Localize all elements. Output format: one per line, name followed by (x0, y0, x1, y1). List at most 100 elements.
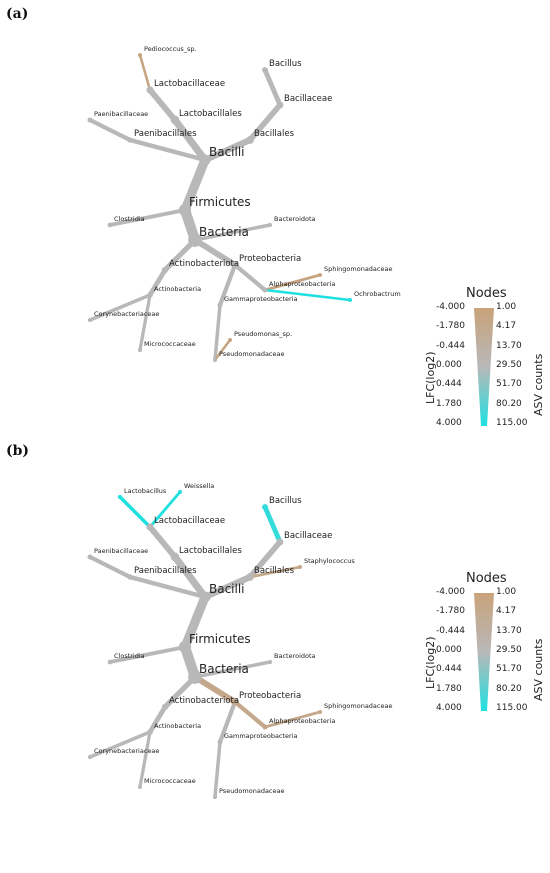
tree-node (262, 67, 268, 73)
taxon-label: Paenibacillaceae (94, 110, 148, 118)
tree-edge (108, 645, 187, 664)
taxon-label: Bacillales (254, 129, 295, 139)
taxon-label: Bacteroidota (274, 215, 316, 223)
tree-edge (262, 504, 283, 545)
taxon-label: Actinobacteriota (169, 696, 239, 706)
taxon-label: Sphingomonadaceae (324, 702, 392, 710)
tree-edge (192, 674, 238, 705)
tree-edge (248, 565, 302, 579)
taxon-label: Alphaproteobacteria (269, 717, 335, 725)
lfc-tick-label: 0.444 (436, 379, 462, 390)
asv-tick-label: 29.50 (496, 644, 522, 655)
tree-node (147, 292, 153, 298)
tree-node (146, 86, 154, 94)
tree-edge (148, 490, 182, 529)
taxon-label: Firmicutes (189, 195, 251, 209)
taxon-label: Bacteria (199, 662, 249, 676)
taxon-label: Bacilli (209, 145, 245, 159)
taxon-label: Firmicutes (189, 632, 251, 646)
taxon-label: Bacteria (199, 225, 249, 239)
panel-label: (b) (6, 443, 30, 459)
tree-node (318, 710, 322, 714)
tree-edge (87, 554, 133, 580)
legend-wedge (474, 308, 494, 426)
tree-node (212, 357, 218, 363)
tree-node (117, 494, 123, 500)
lfc-tick-label: -0.444 (436, 340, 466, 351)
tree-node (262, 287, 268, 293)
taxon-label: Micrococcaceae (144, 340, 196, 348)
tree-edge (162, 237, 198, 273)
tree-node (262, 504, 268, 510)
taxon-label: Lactobacillus (124, 487, 167, 495)
taxon-label: Staphylococcus (304, 557, 355, 565)
tree-node (231, 261, 239, 269)
legend: Nodes LFC(log2) ASV counts -4.000 -1.780-… (424, 286, 548, 436)
tree-edge (263, 710, 322, 729)
taxon-label: Bacillales (254, 566, 295, 576)
tree-node (178, 640, 192, 654)
asv-tick-label: 115.00 (496, 702, 528, 713)
taxon-label: Paenibacillales (134, 129, 197, 139)
taxon-label: Paenibacillaceae (94, 547, 148, 555)
taxon-label: Bacteroidota (274, 652, 316, 660)
asv-tick-label: 4.17 (496, 321, 517, 332)
tree-edge (193, 223, 272, 242)
taxon-label: Clostridia (114, 652, 145, 660)
taxon-label: Sphingomonadaceae (324, 265, 392, 273)
panel-a: (a) Bacteria Firmicutes Bacilli Lactobacill… (0, 0, 550, 436)
tree-node (318, 273, 322, 277)
taxon-label: Ochrobactrum (354, 290, 401, 298)
tree-edge (232, 262, 268, 293)
taxon-label: Actinobacteria (154, 722, 201, 730)
lfc-tick-label: 1.780 (436, 683, 462, 694)
tree-edge (217, 262, 238, 308)
taxon-label: Micrococcaceae (144, 777, 196, 785)
tree-edge (138, 293, 152, 352)
tree-edge (201, 136, 254, 164)
tree-node (267, 659, 273, 665)
tree-node (178, 203, 192, 217)
taxon-label: Proteobacteria (239, 691, 301, 701)
tree-edge (263, 288, 352, 302)
tree-edge (87, 117, 133, 143)
tree-node (170, 115, 180, 125)
lfc-tick-label: -1.780 (436, 606, 466, 617)
asv-tick-label: 4.17 (496, 606, 517, 617)
legend-gradient (474, 308, 494, 426)
legend-title: Nodes (466, 286, 507, 301)
tree-node (298, 565, 302, 569)
tree-node (107, 659, 113, 665)
taxon-label: Pediococcus_sp. (144, 45, 197, 53)
lfc-tick-label: -1.780 (436, 321, 466, 332)
tree-node (87, 754, 93, 760)
tree-node (212, 794, 218, 800)
tree-edge (138, 730, 152, 789)
tree-edge (232, 699, 268, 730)
tree-edge (162, 674, 198, 710)
tree-edge (138, 53, 152, 92)
lfc-tick-label: 0.000 (436, 644, 462, 655)
tree-node (199, 154, 211, 166)
tree-node (228, 338, 232, 342)
taxon-label: Bacillus (269, 496, 302, 506)
tree-node (246, 136, 254, 144)
asv-tick-label: 1.00 (496, 587, 517, 597)
lfc-tick-label: 0.000 (436, 359, 462, 370)
tree-edge (192, 237, 238, 268)
tree-node (87, 317, 93, 323)
tree-edge (193, 660, 272, 679)
asv-tick-label: 80.20 (496, 683, 522, 694)
legend: Nodes LFC(log2) ASV counts -4.000 -1.780-… (424, 571, 548, 721)
taxon-label: Bacillus (269, 59, 302, 69)
tree-edge (180, 155, 210, 215)
taxon-label: Proteobacteria (239, 254, 301, 264)
tree-edge (127, 137, 208, 163)
asv-tick-label: 13.70 (496, 625, 522, 636)
asv-axis-label: ASV counts (532, 638, 545, 701)
tree-edge (118, 495, 152, 529)
lfc-tick-label: -4.000 (436, 302, 466, 312)
taxon-label: Bacillaceae (284, 531, 332, 541)
panel-label: (a) (6, 6, 29, 22)
taxon-label: Corynebacteriaceae (94, 747, 159, 755)
